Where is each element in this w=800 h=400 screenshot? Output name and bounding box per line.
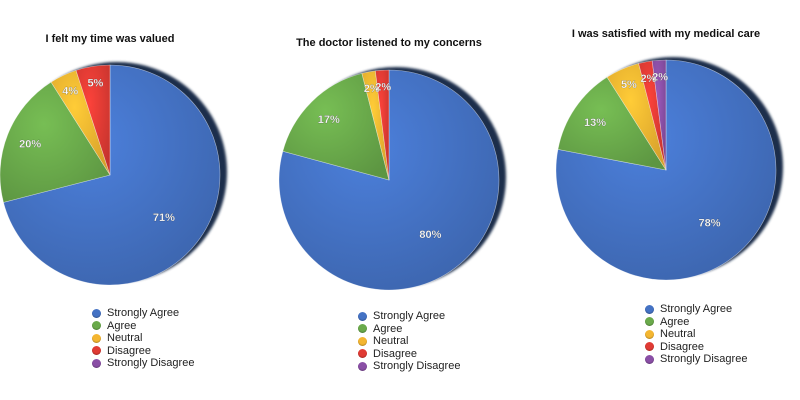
pie-slice-strongly-disagree xyxy=(651,59,667,171)
legend-swatch xyxy=(645,342,654,351)
legend-item-strongly-agree: Strongly Agree xyxy=(645,303,747,315)
legend-swatch xyxy=(645,354,654,364)
chart-title: I felt my time was valued xyxy=(46,33,175,45)
data-label-strongly-agree: 71% xyxy=(153,212,175,224)
data-label-neutral: 5% xyxy=(621,79,637,91)
legend-item-neutral: Neutral xyxy=(358,335,460,347)
legend-label: Strongly Disagree xyxy=(373,360,461,372)
legend-label: Strongly Disagree xyxy=(660,353,748,365)
legend-item-disagree: Disagree xyxy=(358,348,460,360)
pie-chart-svg-2: The doctor listened to my concerns 80% 17%… xyxy=(278,37,506,291)
legend-swatch xyxy=(645,304,654,314)
legend-item-neutral: Neutral xyxy=(92,332,194,344)
data-label-neutral: 2% xyxy=(364,83,380,95)
pie-chart-panel-3: I was satisfied with my medical care 78% 1… xyxy=(533,0,799,400)
data-label-strongly-disagree: 2% xyxy=(652,72,668,84)
legend-swatch xyxy=(358,311,367,321)
legend-item-neutral: Neutral xyxy=(645,328,747,340)
legend-swatch xyxy=(358,361,367,371)
legend-label: Neutral xyxy=(373,335,409,347)
legend-swatch xyxy=(358,349,367,358)
legend-label: Agree xyxy=(373,322,403,335)
legend-label: Neutral xyxy=(107,332,143,344)
legend-item-disagree: Disagree xyxy=(645,341,747,353)
data-label-disagree: 2% xyxy=(375,82,391,94)
legend-swatch xyxy=(645,329,654,339)
data-label-disagree: 2% xyxy=(641,73,657,85)
pie-slice-agree xyxy=(557,76,667,171)
pie-slice-disagree xyxy=(75,64,111,176)
legend-item-disagree: Disagree xyxy=(92,345,194,357)
chart-title: I was satisfied with my medical care xyxy=(572,28,760,40)
legend-item-strongly-disagree: Strongly Disagree xyxy=(358,360,460,372)
legend-label: Strongly Agree xyxy=(107,307,180,319)
legend-label: Strongly Agree xyxy=(660,303,733,315)
pie-slice-agree xyxy=(282,73,390,181)
legend-item-agree: Agree xyxy=(645,316,747,328)
legend-item-strongly-agree: Strongly Agree xyxy=(92,307,194,319)
data-label-disagree: 5% xyxy=(87,78,103,90)
legend-swatch xyxy=(92,321,101,330)
data-label-agree: 20% xyxy=(19,138,41,150)
pie-chart-svg-1: I felt my time was valued 71% 20% 4% 5% xyxy=(0,33,227,286)
legend-label: Disagree xyxy=(373,347,418,360)
legend-label: Agree xyxy=(107,319,137,332)
pie-chart-panel-1: I felt my time was valued 71% 20% 4% 5% Stron… xyxy=(0,0,266,400)
data-label-agree: 17% xyxy=(318,114,340,126)
legend-item-agree: Agree xyxy=(92,320,194,332)
legend-swatch xyxy=(358,324,367,333)
chart-legend: Strongly Agree Agree Neutral Disagree Strong… xyxy=(92,307,194,370)
legend-label: Agree xyxy=(660,315,690,328)
legend-item-strongly-disagree: Strongly Disagree xyxy=(645,353,747,365)
legend-label: Strongly Agree xyxy=(373,310,446,322)
legend-item-strongly-agree: Strongly Agree xyxy=(358,310,460,322)
chart-title: The doctor listened to my concerns xyxy=(296,37,482,49)
legend-swatch xyxy=(92,333,101,343)
legend-swatch xyxy=(92,346,101,355)
legend-label: Neutral xyxy=(660,328,696,340)
pie-slice-disagree xyxy=(375,69,390,181)
legend-item-strongly-disagree: Strongly Disagree xyxy=(92,357,194,369)
legend-swatch xyxy=(92,358,101,368)
pie-chart-panel-2: The doctor listened to my concerns 80% 17%… xyxy=(266,0,532,400)
data-label-neutral: 4% xyxy=(62,85,78,97)
legend-label: Disagree xyxy=(107,344,152,357)
data-label-agree: 13% xyxy=(584,117,606,129)
pie-slice-agree xyxy=(0,81,111,203)
legend-label: Strongly Disagree xyxy=(107,357,195,369)
legend-swatch xyxy=(645,317,654,326)
pie-slice-strongly-agree xyxy=(3,64,221,286)
pie-chart-svg-3: I was satisfied with my medical care 78% 1… xyxy=(555,28,783,281)
legend-swatch xyxy=(92,308,101,318)
legend-item-agree: Agree xyxy=(358,323,460,335)
chart-legend: Strongly Agree Agree Neutral Disagree Strong… xyxy=(358,310,460,373)
chart-legend: Strongly Agree Agree Neutral Disagree Strong… xyxy=(645,303,747,366)
data-label-strongly-agree: 78% xyxy=(698,218,720,230)
data-label-strongly-agree: 80% xyxy=(419,229,441,241)
legend-swatch xyxy=(358,336,367,346)
legend-label: Disagree xyxy=(660,340,705,353)
